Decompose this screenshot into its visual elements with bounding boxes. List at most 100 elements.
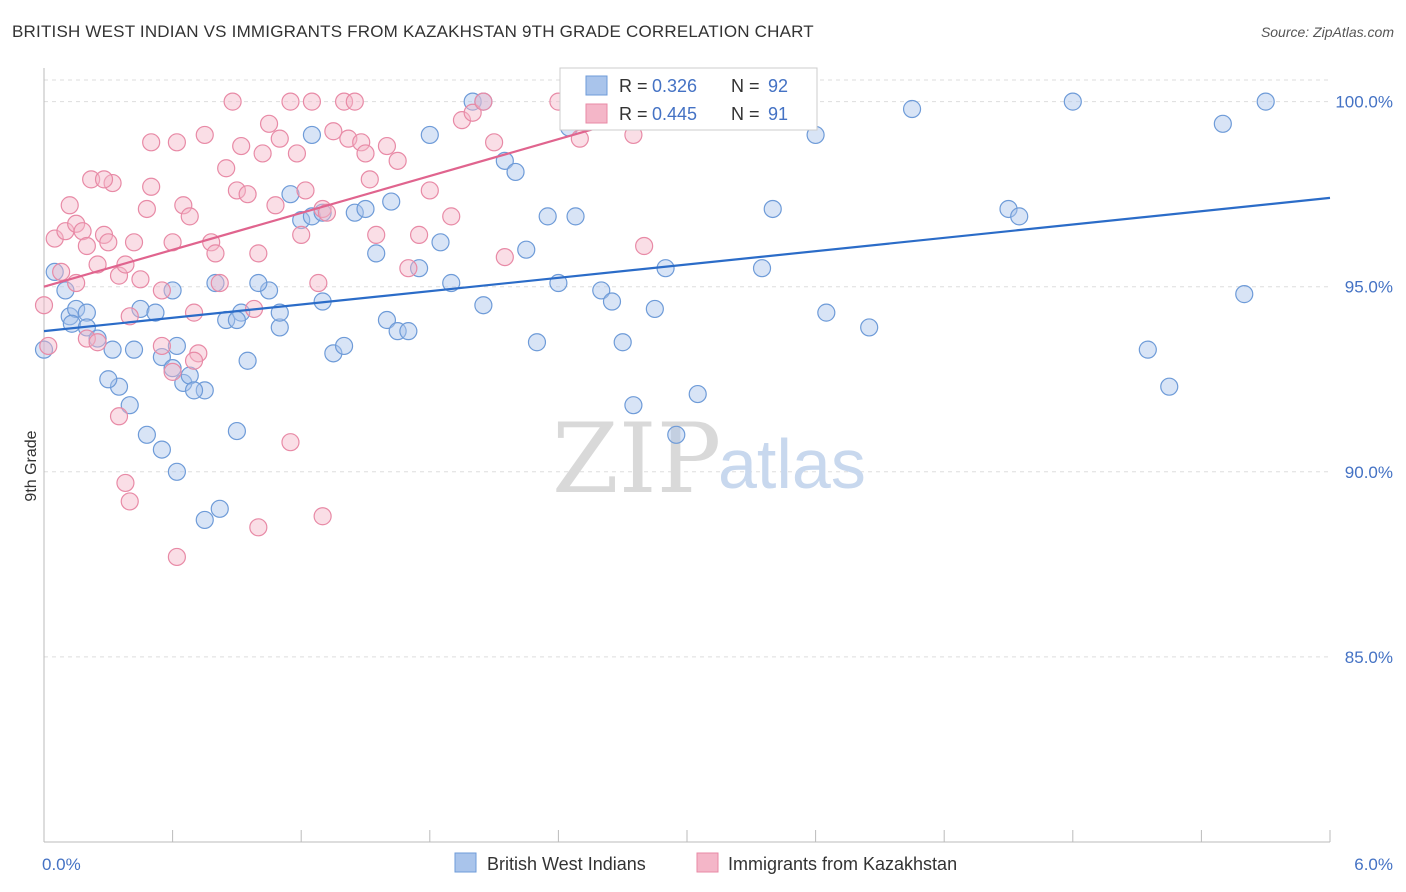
- legend-label-british-west-indians: British West Indians: [487, 854, 646, 874]
- kazakhstan-immigrants-point: [67, 214, 86, 233]
- british-west-indians-point: [667, 425, 686, 444]
- british-west-indians-point: [120, 396, 139, 415]
- british-west-indians-point: [399, 322, 418, 341]
- kazakhstan-immigrants-point: [116, 473, 135, 493]
- kazakhstan-immigrants-point: [345, 92, 364, 111]
- kazakhstan-immigrants-point: [77, 329, 96, 348]
- british-west-indians-point: [180, 366, 199, 385]
- british-west-indians-point: [174, 373, 193, 393]
- kazakhstan-immigrants-point: [266, 196, 285, 215]
- kazakhstan-immigrants-point: [82, 170, 101, 189]
- kazakhstan-immigrants-point: [296, 181, 315, 200]
- kazakhstan-immigrants-point: [463, 103, 482, 122]
- kazakhstan-immigrants-point: [120, 492, 139, 511]
- kazakhstan-immigrants-point: [167, 547, 186, 567]
- kazakhstan-immigrants-point: [324, 122, 343, 141]
- british-west-indians-point: [227, 421, 246, 441]
- kazakhstan-immigrants-point: [73, 222, 92, 241]
- british-west-indians-point: [324, 344, 343, 363]
- data-points: [34, 92, 1275, 567]
- kazakhstan-immigrants-point: [259, 114, 279, 133]
- kazakhstan-immigrants-point: [142, 133, 161, 152]
- kazakhstan-immigrants-point: [152, 336, 171, 356]
- kazakhstan-immigrants-point: [249, 518, 268, 537]
- kazakhstan-immigrants-point: [163, 362, 182, 381]
- british-west-indians-point: [167, 336, 186, 356]
- y-axis-title: 9th Grade: [23, 430, 40, 501]
- kazakhstan-immigrants-point: [34, 296, 54, 315]
- kazakhstan-immigrants-point: [270, 129, 289, 148]
- kazakhstan-immigrants-point: [238, 185, 257, 204]
- kazakhstan-immigrants-point: [167, 133, 186, 152]
- watermark-zip: ZIP: [552, 403, 721, 515]
- british-west-indians-point: [1138, 340, 1157, 359]
- watermark: ZIP atlas: [552, 403, 866, 515]
- british-west-indians-point: [592, 281, 611, 300]
- british-west-indians-point: [1010, 207, 1029, 226]
- kazakhstan-immigrants-point: [174, 196, 193, 215]
- british-west-indians-point: [152, 440, 171, 459]
- kazakhstan-immigrants-trend-line: [43, 104, 677, 288]
- kazakhstan-immigrants-point: [420, 181, 439, 200]
- british-west-indians-point: [613, 333, 632, 352]
- y-tick-label: 85.0%: [1345, 648, 1393, 667]
- kazakhstan-immigrants-point: [152, 281, 171, 300]
- kazakhstan-immigrants-point: [352, 133, 371, 152]
- kazakhstan-immigrants-point: [77, 236, 96, 256]
- british-west-indians-point: [77, 303, 96, 322]
- british-west-indians-point: [817, 303, 836, 322]
- stats-n-value-2: 91: [768, 104, 788, 124]
- kazakhstan-immigrants-point: [94, 170, 114, 189]
- kazakhstan-immigrants-point: [302, 92, 322, 111]
- british-west-indians-point: [474, 296, 493, 315]
- kazakhstan-immigrants-point: [184, 303, 204, 322]
- british-west-indians-point: [763, 199, 782, 219]
- british-west-indians-point: [1213, 114, 1232, 133]
- british-west-indians-point: [624, 396, 643, 415]
- kazakhstan-immigrants-point: [485, 133, 504, 152]
- british-west-indians-point: [137, 425, 156, 444]
- kazakhstan-immigrants-point: [52, 262, 71, 282]
- kazakhstan-immigrants-point: [442, 207, 461, 226]
- kazakhstan-immigrants-point: [635, 236, 654, 256]
- kazakhstan-immigrants-point: [223, 92, 242, 111]
- british-west-indians-point: [645, 299, 664, 319]
- british-west-indians-point: [1256, 92, 1275, 111]
- stats-r-value-1: 0.326: [652, 76, 697, 96]
- kazakhstan-immigrants-point: [45, 229, 64, 248]
- stats-n-label-1: N =: [731, 76, 760, 96]
- kazakhstan-immigrants-point: [88, 333, 107, 352]
- kazakhstan-immigrants-point: [217, 159, 236, 178]
- kazakhstan-immigrants-point: [317, 203, 337, 222]
- legend-swatch-british-west-indians: [454, 852, 477, 873]
- kazakhstan-immigrants-point: [124, 233, 144, 252]
- british-west-indians-point: [60, 307, 79, 326]
- kazakhstan-immigrants-point: [60, 196, 79, 215]
- kazakhstan-immigrants-point: [409, 225, 429, 244]
- kazakhstan-immigrants-point: [495, 247, 514, 267]
- british-west-indians-point: [131, 299, 150, 319]
- kazakhstan-immigrants-point: [249, 244, 268, 263]
- kazakhstan-immigrants-point: [206, 244, 225, 263]
- british-west-indians-point: [902, 99, 922, 119]
- kazakhstan-immigrants-point: [39, 336, 58, 356]
- bottom-legend: British West Indians Immigrants from Kaz…: [454, 852, 957, 874]
- stats-n-value-1: 92: [768, 76, 788, 96]
- kazakhstan-immigrants-point: [281, 92, 300, 111]
- kazakhstan-immigrants-point: [292, 225, 311, 244]
- british-west-indians-point: [259, 281, 279, 300]
- british-west-indians-point: [1235, 285, 1254, 304]
- british-west-indians-point: [752, 259, 772, 278]
- british-west-indians-point: [409, 259, 429, 278]
- british-west-indians-point: [210, 499, 229, 518]
- kazakhstan-immigrants-point: [142, 177, 161, 196]
- british-west-indians-point: [356, 199, 375, 219]
- british-west-indians-point: [195, 510, 214, 530]
- british-west-indians-point: [860, 318, 879, 337]
- kazakhstan-immigrants-point: [334, 92, 354, 111]
- kazakhstan-immigrants-point: [116, 255, 135, 274]
- stats-r-label-2: R =: [619, 104, 648, 124]
- british-west-indians-point: [367, 244, 386, 263]
- kazakhstan-immigrants-point: [99, 233, 118, 252]
